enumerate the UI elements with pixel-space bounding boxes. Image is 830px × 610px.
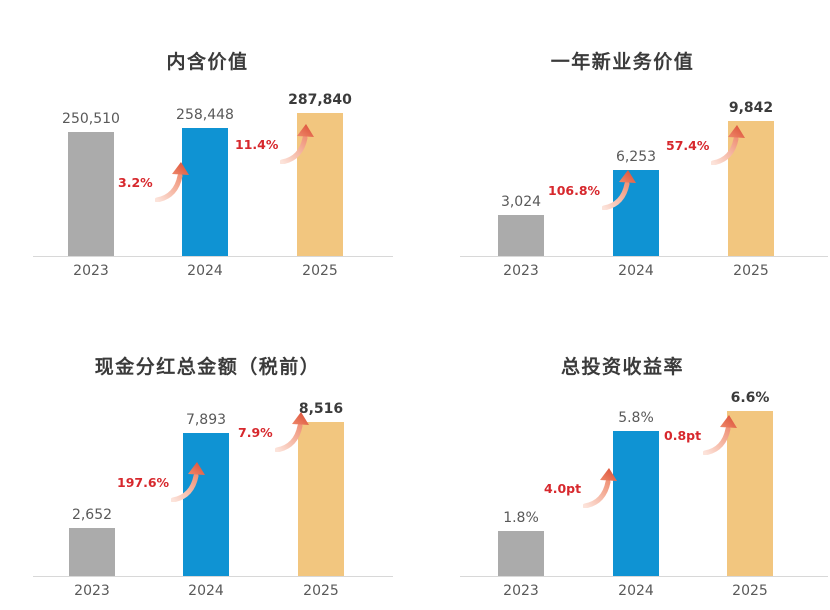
growth-arrow-icon xyxy=(711,125,746,165)
x-axis-tick-label: 2024 xyxy=(618,263,654,279)
bar-2024 xyxy=(613,431,659,576)
plot-area: 2,652 2023 7,893 2024 8,516 2025 197.6% 7.9% xyxy=(0,401,415,599)
growth-arrow-icon xyxy=(154,162,189,202)
bar-2024 xyxy=(613,170,659,256)
growth-annotation: 197.6% xyxy=(117,462,206,502)
chart-title: 现金分红总金额（税前） xyxy=(94,356,321,378)
value-label-2023: 250,510 xyxy=(62,111,120,127)
x-axis-tick-label: 2024 xyxy=(187,263,223,279)
x-axis-tick-label: 2023 xyxy=(503,583,539,599)
bar-2024 xyxy=(182,128,228,256)
growth-label: 57.4% xyxy=(666,137,710,153)
value-label-2023: 3,024 xyxy=(500,194,542,210)
x-axis-tick-label: 2025 xyxy=(302,263,338,279)
x-axis-tick-label: 2025 xyxy=(303,583,339,599)
value-label-2025: 6.6% xyxy=(730,390,770,406)
chart-embedded-value: 内含价值 250,510 2023 258,448 2024 287,840 2025 3.… xyxy=(0,0,415,305)
x-axis-line xyxy=(33,256,393,257)
value-label-2025: 287,840 xyxy=(288,92,352,108)
value-label-2023: 1.8% xyxy=(503,510,539,526)
chart-investment-return: 总投资收益率 1.8% 2023 5.8% 2024 6.6% 2025 4.0pt 0.8p… xyxy=(415,305,830,610)
x-axis-line xyxy=(33,576,393,577)
value-label-2024: 7,893 xyxy=(185,412,227,428)
growth-arrow-icon xyxy=(280,124,315,164)
chart-title: 一年新业务价值 xyxy=(550,51,695,73)
bar-2023 xyxy=(498,215,544,256)
chart-title: 总投资收益率 xyxy=(560,356,684,378)
plot-area: 1.8% 2023 5.8% 2024 6.6% 2025 4.0pt 0.8pt xyxy=(415,390,830,599)
bar-2024 xyxy=(183,433,229,576)
growth-label: 0.8pt xyxy=(664,427,702,443)
growth-annotation: 3.2% xyxy=(118,162,189,202)
chart-title: 内含价值 xyxy=(166,51,249,73)
growth-arrow-icon xyxy=(703,415,738,455)
plot-area: 250,510 2023 258,448 2024 287,840 2025 3.2% 11.… xyxy=(0,82,415,279)
x-axis-tick-label: 2023 xyxy=(74,583,110,599)
bar-2023 xyxy=(69,528,115,576)
bar-2025 xyxy=(298,422,344,576)
x-axis-tick-label: 2024 xyxy=(188,583,224,599)
growth-label: 3.2% xyxy=(118,174,153,190)
value-label-2024: 258,448 xyxy=(176,107,234,123)
growth-label: 4.0pt xyxy=(544,480,582,496)
value-label-2025: 9,842 xyxy=(728,100,774,116)
plot-area: 3,024 2023 6,253 2024 9,842 2025 106.8% 57.4% xyxy=(415,82,830,279)
bar-2025 xyxy=(727,411,773,576)
growth-annotation: 57.4% xyxy=(666,125,746,165)
value-label-2023: 2,652 xyxy=(71,507,113,523)
growth-label: 11.4% xyxy=(235,136,279,152)
value-label-2024: 6,253 xyxy=(615,149,657,165)
growth-label: 106.8% xyxy=(548,182,601,198)
growth-label: 7.9% xyxy=(238,424,273,440)
value-label-2024: 5.8% xyxy=(618,410,654,426)
growth-annotation: 11.4% xyxy=(235,124,315,164)
growth-annotation: 4.0pt xyxy=(544,468,618,508)
growth-annotation: 7.9% xyxy=(238,412,309,452)
x-axis-tick-label: 2025 xyxy=(732,583,768,599)
growth-arrow-icon xyxy=(274,412,309,452)
bar-2023 xyxy=(68,132,114,256)
growth-arrow-icon xyxy=(583,468,618,508)
value-label-2025: 8,516 xyxy=(298,401,344,417)
growth-arrow-icon xyxy=(171,462,206,502)
growth-label: 197.6% xyxy=(117,474,170,490)
x-axis-tick-label: 2023 xyxy=(73,263,109,279)
x-axis-tick-label: 2024 xyxy=(618,583,654,599)
growth-annotation: 0.8pt xyxy=(664,415,738,455)
bar-2023 xyxy=(498,531,544,576)
x-axis-tick-label: 2023 xyxy=(503,263,539,279)
x-axis-line xyxy=(460,576,828,577)
x-axis-tick-label: 2025 xyxy=(733,263,769,279)
x-axis-line xyxy=(460,256,828,257)
chart-cash-dividend: 现金分红总金额（税前） 2,652 2023 7,893 2024 8,516 2025 1… xyxy=(0,305,415,610)
growth-annotation: 106.8% xyxy=(548,170,637,210)
growth-arrow-icon xyxy=(602,170,637,210)
chart-new-business-value: 一年新业务价值 3,024 2023 6,253 2024 9,842 2025 106.8… xyxy=(415,0,830,305)
